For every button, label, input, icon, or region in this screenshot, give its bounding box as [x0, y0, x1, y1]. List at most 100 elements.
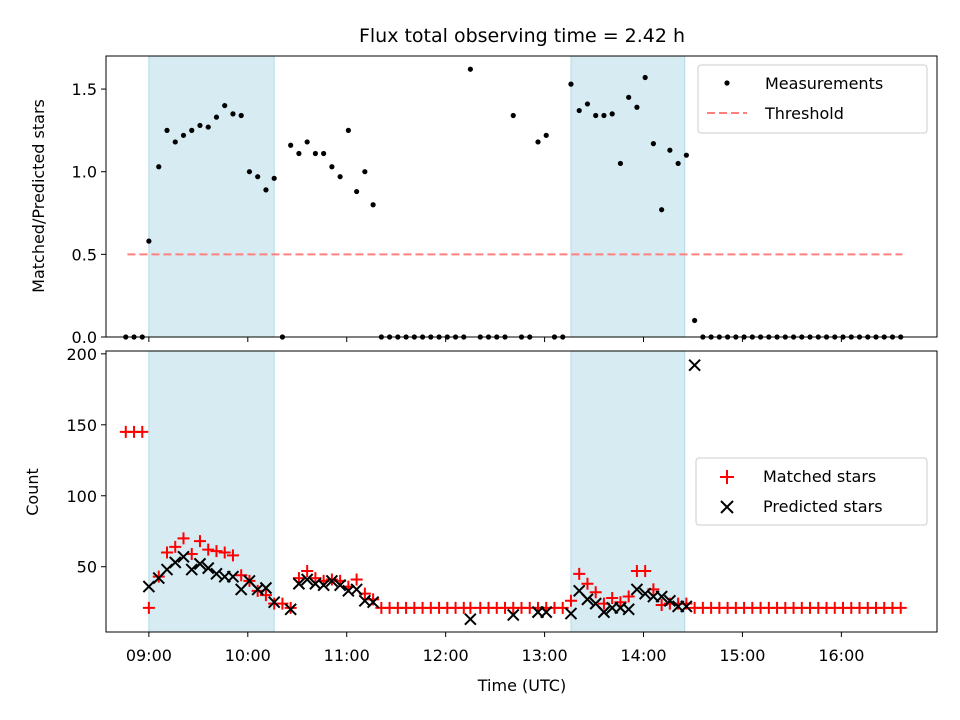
matched-star-point [161, 546, 174, 559]
x-tick-label: 09:00 [126, 646, 172, 665]
matched-star-point [142, 601, 155, 614]
predicted-star-point [325, 574, 339, 588]
top-panel: 0.0 0.5 1.0 1.5 Matched/Predicted stars Mea… [29, 55, 938, 347]
measurement-point [329, 164, 335, 170]
predicted-star-point [300, 573, 314, 586]
measurement-point [271, 175, 277, 181]
predicted-star-point [540, 605, 553, 619]
predicted-star-point [317, 578, 330, 592]
measurement-point [601, 112, 607, 119]
measurement-point [609, 111, 615, 117]
y-tick-label: 0.0 [72, 328, 97, 347]
measurement-point [543, 132, 549, 138]
x-tick-label: 14:00 [620, 646, 666, 665]
predicted-star-point [680, 600, 693, 613]
shaded-span-2 [570, 350, 686, 633]
x-tick-label: 13:00 [522, 646, 568, 665]
y-tick-label: 100 [66, 487, 97, 506]
matched-star-point [606, 591, 619, 604]
top-y-axis: 0.0 0.5 1.0 1.5 [72, 80, 106, 347]
measurement-point [205, 124, 211, 130]
bottom-panel: 50 100 150 200 09:00 10:00 11:00 12:00 13:00 14:… [23, 345, 938, 695]
measurement-point [617, 160, 624, 167]
top-x-ticks [148, 337, 842, 342]
matched-star-point [259, 589, 272, 602]
measurement-point [593, 112, 599, 119]
bottom-shaded-spans [148, 350, 686, 633]
legend-measurements-label: Measurements [765, 74, 883, 93]
predicted-star-point [193, 557, 207, 571]
measurement-point [692, 317, 698, 324]
y-tick-label: 1.0 [72, 163, 97, 182]
matched-star-point [556, 601, 569, 614]
predicted-star-point [507, 608, 520, 622]
bottom-plot-frame [105, 350, 938, 633]
top-legend: Measurements Threshold [697, 64, 928, 134]
measurement-point [650, 141, 657, 147]
measurement-point [667, 147, 673, 153]
measurement-point [197, 122, 203, 129]
bottom-x-axis-label: Time (UTC) [477, 676, 566, 695]
matched-star-point [301, 564, 314, 577]
legend-threshold-label: Threshold [764, 104, 844, 123]
y-tick-label: 150 [66, 416, 97, 435]
predicted-star-point [581, 593, 594, 606]
bottom-x-axis: 09:00 10:00 11:00 12:00 13:00 14:00 15:00 16:00 [126, 632, 864, 665]
measurement-point [164, 127, 170, 133]
measurement-point [337, 174, 343, 180]
matched-star-point [152, 570, 165, 583]
top-shaded-spans [148, 55, 686, 338]
matched-star-point [193, 535, 206, 548]
predicted-star-point [142, 580, 156, 593]
matched-star-point [350, 573, 363, 586]
matched-star-point [276, 597, 289, 610]
predicted-star-point [267, 595, 281, 609]
y-tick-label: 1.5 [72, 80, 97, 99]
predicted-star-point [226, 570, 240, 583]
chart-title: Flux total observing time = 2.42 h [359, 25, 685, 47]
y-tick-label: 200 [66, 345, 97, 364]
measurement-point [230, 111, 236, 117]
legend-predicted-label: Predicted stars [763, 497, 883, 516]
measurement-point [146, 238, 152, 244]
measurement-point [467, 66, 473, 72]
matched-star-point [589, 586, 602, 599]
measurement-point [634, 104, 640, 110]
predicted-star-point [630, 583, 644, 596]
predicted-star-point [259, 581, 273, 595]
measurement-point [263, 187, 269, 193]
predicted-star-point [464, 613, 477, 626]
predicted-star-point [655, 590, 668, 603]
matched-star-point [177, 532, 190, 545]
matched-star-point [564, 594, 577, 607]
measurement-point [568, 81, 574, 87]
measurement-point [626, 94, 632, 100]
measurement-point [213, 114, 220, 120]
measurement-point [189, 127, 195, 133]
matched-star-point [614, 596, 627, 609]
matched-star-point [218, 546, 231, 559]
matched-star-point [581, 577, 594, 590]
matched-star-point [639, 564, 652, 577]
measurement-point [156, 164, 162, 170]
measurement-point [659, 207, 665, 213]
matched-star-point [226, 549, 239, 562]
measurement-point [576, 107, 582, 114]
measurement-point [246, 169, 253, 175]
measurement-point [510, 112, 516, 119]
measurement-point [288, 142, 294, 148]
predicted-star-point [688, 358, 701, 372]
measurement-point [304, 139, 310, 145]
predicted-star-point [202, 561, 215, 575]
predicted-star-point [597, 605, 611, 619]
measurement-point [642, 74, 648, 81]
measurement-point [222, 102, 228, 109]
predicted-stars-points [142, 358, 701, 626]
bottom-y-axis-label: Count [23, 468, 42, 516]
measurement-point [354, 188, 360, 195]
predicted-star-point [177, 550, 190, 563]
matched-star-point [325, 573, 338, 586]
predicted-star-point [169, 556, 182, 569]
x-tick-label: 11:00 [324, 646, 370, 665]
